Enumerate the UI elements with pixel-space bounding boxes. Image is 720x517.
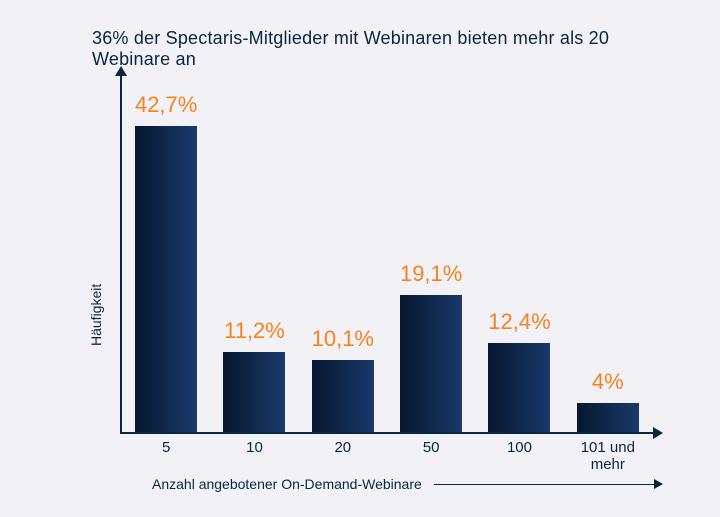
category-label: 100 <box>507 440 532 457</box>
x-axis-title-arrow-icon <box>434 484 662 485</box>
chart-area: Häufigkeit 42,7%511,2%1010,1%2019,1%5012… <box>92 74 662 474</box>
bar <box>400 295 462 432</box>
y-axis-title: Häufigkeit <box>88 284 104 346</box>
x-axis-title: Anzahl angebotener On-Demand-Webinare <box>152 476 422 492</box>
bar-slot: 19,1%50 <box>387 74 475 432</box>
bar-value-label: 10,1% <box>312 326 374 352</box>
bar <box>135 126 197 432</box>
category-label: 10 <box>246 440 263 457</box>
bar-value-label: 42,7% <box>135 92 197 118</box>
bar-slot: 11,2%10 <box>210 74 298 432</box>
bar-value-label: 11,2% <box>224 318 285 344</box>
bar-value-label: 12,4% <box>488 309 550 335</box>
bar <box>488 343 550 432</box>
bar-value-label: 19,1% <box>400 261 462 287</box>
chart-container: 36% der Spectaris-Mitglieder mit Webinar… <box>0 0 720 517</box>
chart-title: 36% der Spectaris-Mitglieder mit Webinar… <box>92 28 680 70</box>
category-label: 101 undmehr <box>581 440 635 473</box>
bar <box>223 352 285 432</box>
category-label: 5 <box>162 440 170 457</box>
category-label: 20 <box>334 440 351 457</box>
bar <box>577 403 639 432</box>
x-axis-title-row: Anzahl angebotener On-Demand-Webinare <box>152 476 662 492</box>
bar <box>312 360 374 432</box>
bar-slot: 10,1%20 <box>299 74 387 432</box>
bar-slot: 4%101 undmehr <box>564 74 652 432</box>
bar-slot: 12,4%100 <box>475 74 563 432</box>
plot-area: 42,7%511,2%1010,1%2019,1%5012,4%1004%101… <box>122 74 652 432</box>
x-axis-line <box>120 432 655 434</box>
category-label: 50 <box>423 440 440 457</box>
bar-slot: 42,7%5 <box>122 74 210 432</box>
bar-value-label: 4% <box>592 369 624 395</box>
x-axis-arrow-icon <box>653 427 663 439</box>
